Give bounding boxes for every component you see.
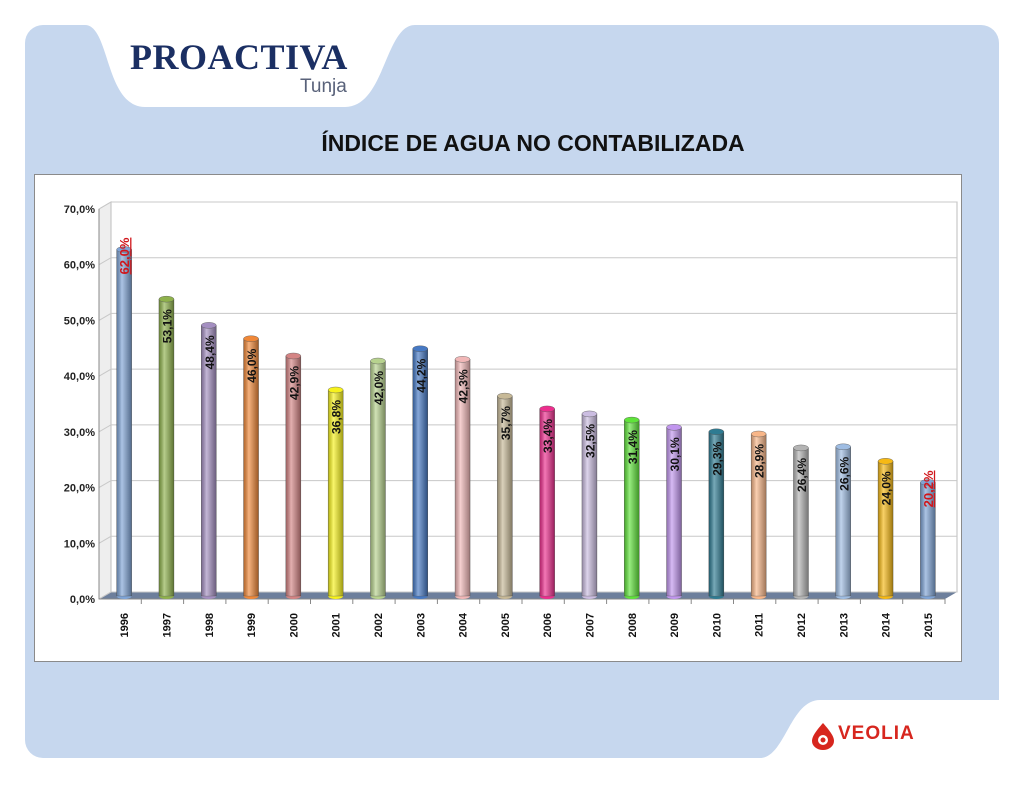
x-tick-label: 2009 — [669, 613, 681, 637]
gridline — [98, 201, 957, 210]
value-label: 32,5% — [583, 424, 597, 458]
x-tick-label: 2007 — [584, 613, 596, 637]
value-label: 20,2% — [921, 470, 936, 507]
x-tick-label: 2003 — [415, 613, 427, 637]
bar — [539, 405, 555, 599]
value-label: 24,0% — [880, 471, 894, 505]
chart-title: ÍNDICE DE AGUA NO CONTABILIZADA — [321, 130, 745, 156]
x-tick-label: 2001 — [331, 613, 343, 637]
bar — [243, 335, 259, 599]
bar-chart: 0,0% 10,0% 20,0% 30,0% 40,0% 50,0% 60,0% 70,0% 6… — [64, 201, 958, 637]
y-tick-label: 50,0% — [64, 315, 95, 327]
bar — [412, 345, 428, 599]
y-tick-label: 70,0% — [64, 204, 95, 216]
bar — [793, 444, 809, 599]
bar — [454, 356, 471, 599]
chart-frame: 0,0% 10,0% 20,0% 30,0% 40,0% 50,0% 60,0% 70,0% 6… — [34, 174, 962, 662]
value-label: 26,4% — [795, 458, 809, 492]
gridline — [98, 257, 957, 266]
x-tick-label: 2013 — [838, 613, 850, 637]
x-tick-label: 2010 — [711, 613, 723, 637]
value-label: 28,9% — [753, 444, 767, 478]
veolia-drop-icon — [812, 723, 834, 750]
value-label: 48,4% — [203, 335, 217, 369]
value-label: 33,4% — [541, 419, 555, 453]
value-label: 36,8% — [330, 400, 344, 434]
y-tick-label: 40,0% — [64, 371, 95, 383]
x-tick-label: 2011 — [754, 613, 766, 637]
bar — [835, 443, 851, 599]
gridline — [98, 368, 957, 377]
x-tick-label: 2006 — [542, 613, 554, 637]
x-tick-label: 1998 — [204, 613, 216, 637]
bar — [158, 295, 175, 599]
bar — [116, 246, 132, 599]
x-tick-label: 2008 — [627, 613, 639, 637]
proactiva-logo: PROACTIVA — [130, 37, 348, 77]
value-label: 46,0% — [245, 348, 259, 382]
bar — [581, 410, 598, 599]
y-tick-label: 30,0% — [64, 427, 95, 439]
bar — [708, 428, 725, 599]
x-tick-label: 1997 — [161, 613, 173, 637]
value-label: 29,3% — [710, 441, 724, 475]
bar — [370, 357, 386, 599]
veolia-logo-text: VEOLIA — [838, 723, 915, 744]
x-tick-label: 2012 — [796, 613, 808, 637]
x-tick-label: 2014 — [881, 612, 893, 637]
value-label: 42,9% — [287, 366, 301, 400]
value-label: 35,7% — [499, 406, 513, 440]
value-label: 62,0% — [117, 237, 132, 274]
logo-tab — [85, 25, 415, 107]
y-tick-label: 20,0% — [64, 483, 95, 495]
bar — [666, 424, 682, 599]
chart-floor — [99, 592, 957, 599]
x-tick-label: 1996 — [119, 613, 131, 637]
x-tick-label: 1999 — [246, 613, 258, 637]
x-tick-label: 2004 — [458, 612, 470, 637]
bar — [750, 430, 767, 599]
x-tick-label: 2005 — [500, 613, 512, 637]
gridline — [98, 312, 957, 321]
bar — [327, 386, 344, 599]
proactiva-subbrand: Tunja — [300, 76, 347, 97]
x-tick-label: 2000 — [288, 613, 300, 637]
x-tick-label: 2015 — [923, 613, 935, 637]
value-label: 26,6% — [837, 456, 851, 490]
value-label: 44,2% — [414, 358, 428, 392]
value-label: 42,0% — [372, 371, 386, 405]
value-label: 53,1% — [160, 309, 174, 343]
bar — [624, 416, 640, 599]
value-label: 30,1% — [668, 437, 682, 471]
bar — [877, 458, 894, 599]
chart-back-wall — [110, 201, 958, 593]
y-tick-label: 60,0% — [64, 260, 95, 272]
bar — [497, 392, 513, 599]
x-tick-label: 2002 — [373, 613, 385, 637]
bar — [285, 352, 302, 599]
bar — [920, 479, 936, 599]
value-label: 42,3% — [457, 369, 471, 403]
bar — [201, 322, 217, 599]
y-tick-label: 0,0% — [70, 594, 95, 606]
y-tick-label: 10,0% — [64, 538, 95, 550]
value-label: 31,4% — [626, 430, 640, 464]
